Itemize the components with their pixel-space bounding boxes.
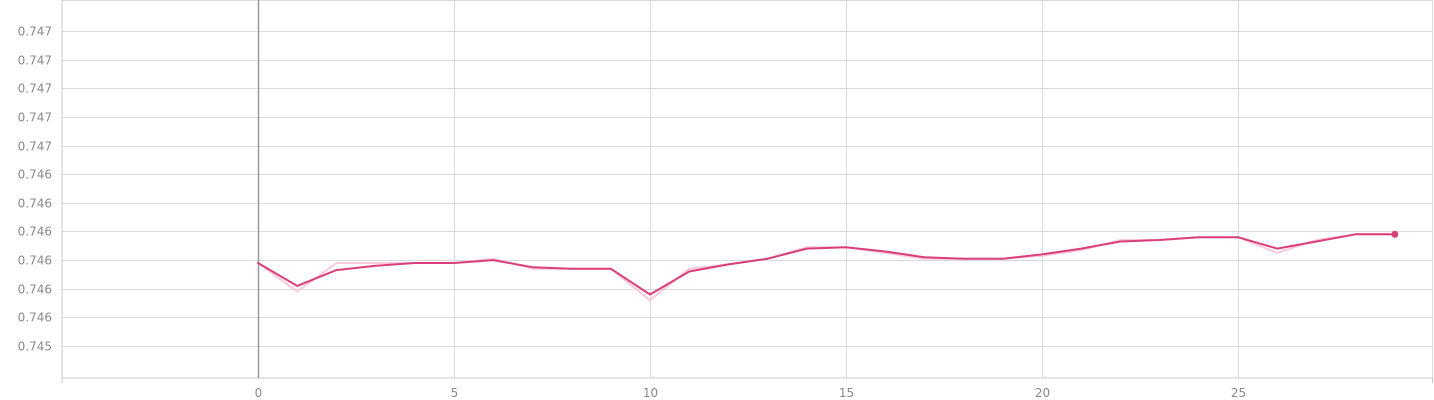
y-tick-label: 0.746 [18,283,52,297]
y-tick-label: 0.746 [18,168,52,182]
y-tick-label: 0.747 [18,82,52,96]
y-tick-label: 0.747 [18,140,52,154]
x-tick-label: 5 [451,386,459,400]
grid [62,0,1433,378]
x-tick-label: 20 [1035,386,1050,400]
y-tick-label: 0.747 [18,54,52,68]
y-tick-label: 0.745 [18,340,52,354]
y-tick-label: 0.747 [18,25,52,39]
raw-series-line [257,233,1396,302]
y-tick-label: 0.746 [18,225,52,239]
series-lines [257,230,1399,302]
y-tick-label: 0.746 [18,254,52,268]
y-tick-label: 0.747 [18,111,52,125]
x-tick-label: 10 [643,386,658,400]
last-point-marker[interactable] [1391,230,1399,238]
x-tick-label: 15 [839,386,854,400]
smoothed-series-line [257,233,1396,296]
x-tick-label: 25 [1231,386,1246,400]
x-tick-label: 0 [255,386,263,400]
y-tick-label: 0.746 [18,197,52,211]
y-tick-label: 0.746 [18,311,52,325]
axes [61,0,1433,383]
tick-labels: 0.745 0.746 0.746 0.746 0.746 0.746 0.746 0.747… [18,25,1247,400]
